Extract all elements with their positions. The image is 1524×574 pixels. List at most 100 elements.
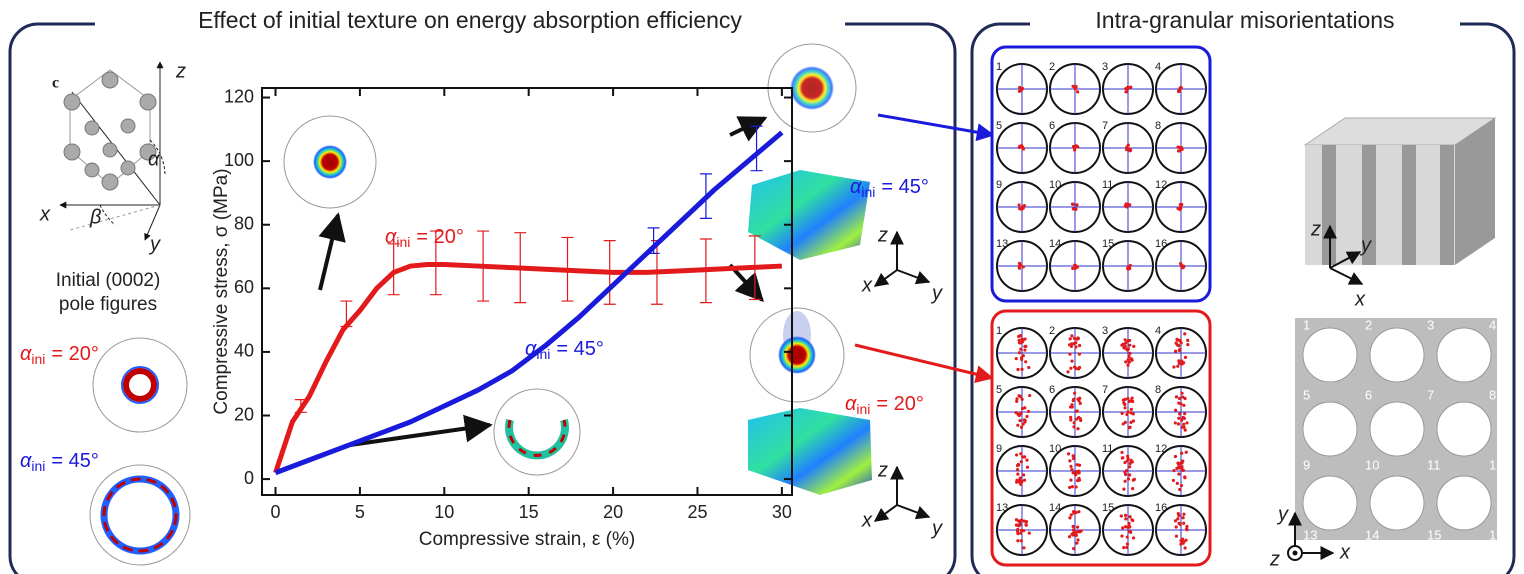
cell-index: 4 bbox=[1489, 317, 1496, 332]
y-tick-label: 80 bbox=[234, 213, 254, 233]
orientation-point bbox=[1185, 524, 1189, 529]
orientation-point bbox=[1077, 510, 1081, 514]
figure-index: 6 bbox=[1049, 384, 1055, 396]
orientation-point bbox=[1022, 478, 1027, 482]
orientation-point bbox=[1178, 487, 1182, 492]
orientation-point bbox=[1123, 338, 1127, 342]
orientation-point bbox=[1183, 428, 1187, 432]
orientation-point bbox=[1066, 452, 1071, 456]
orientation-point bbox=[1174, 408, 1178, 412]
pole-figure bbox=[92, 337, 188, 433]
x-tick-label: 15 bbox=[519, 502, 539, 522]
pore bbox=[1436, 327, 1492, 383]
orientation-point bbox=[1174, 395, 1179, 399]
alpha-label: αini = 45° bbox=[850, 176, 929, 199]
error-bar bbox=[750, 125, 763, 172]
axis-symbol: x bbox=[1339, 541, 1351, 563]
figure-index: 9 bbox=[996, 443, 1002, 455]
orientation-point bbox=[1177, 514, 1181, 518]
cell-index: 12 bbox=[1489, 457, 1503, 472]
orientation-point bbox=[1019, 531, 1023, 535]
orientation-point bbox=[1069, 513, 1073, 517]
orientation-point bbox=[1070, 334, 1074, 338]
orientation-point bbox=[1185, 527, 1189, 531]
orientation-point bbox=[1078, 365, 1082, 370]
orientation-point bbox=[1181, 516, 1185, 520]
cell-index: 14 bbox=[1365, 527, 1379, 542]
orientation-point bbox=[1023, 418, 1027, 422]
orientation-point bbox=[1021, 455, 1025, 459]
orientation-point bbox=[1128, 515, 1132, 519]
error-bar bbox=[340, 300, 353, 328]
orientation-point bbox=[1121, 526, 1125, 530]
error-bar bbox=[748, 235, 761, 301]
orientation-point bbox=[1129, 407, 1133, 411]
orientation-point bbox=[1123, 402, 1127, 407]
orientation-point bbox=[1018, 418, 1022, 423]
figure-index: 4 bbox=[1155, 61, 1161, 73]
orientation-point bbox=[1075, 541, 1079, 545]
alpha-value: = 45° bbox=[556, 338, 603, 360]
error-bar bbox=[561, 236, 574, 302]
orientation-point bbox=[1073, 87, 1077, 91]
orientation-point bbox=[1020, 479, 1024, 484]
orientation-point bbox=[1126, 525, 1130, 529]
orientation-point bbox=[1069, 464, 1073, 469]
orientation-point bbox=[1072, 336, 1077, 340]
orientation-point bbox=[1072, 421, 1076, 425]
orientation-point bbox=[1176, 517, 1180, 521]
orientation-point bbox=[1177, 472, 1181, 476]
orientation-point bbox=[1182, 521, 1186, 525]
figure-index: 2 bbox=[1049, 61, 1055, 73]
figure-index: 8 bbox=[1155, 120, 1161, 132]
figure-index: 14 bbox=[1049, 502, 1061, 514]
axis-symbol: y bbox=[930, 282, 943, 304]
error-bar bbox=[647, 227, 660, 254]
orientation-point bbox=[1180, 362, 1184, 366]
cell-index: 3 bbox=[1427, 317, 1434, 332]
orientation-point bbox=[1021, 422, 1025, 426]
axis-arrow bbox=[896, 504, 931, 520]
orientation-point bbox=[1076, 427, 1080, 431]
orientation-point bbox=[1129, 458, 1133, 462]
orientation-point bbox=[1079, 418, 1083, 423]
orientation-point bbox=[1075, 203, 1079, 207]
arrow bbox=[877, 113, 995, 142]
orientation-point bbox=[1070, 468, 1074, 472]
orientation-point bbox=[1071, 533, 1075, 537]
texture-ring bbox=[123, 368, 157, 402]
alpha-value: = 45° bbox=[881, 176, 928, 198]
orientation-point bbox=[1068, 337, 1072, 341]
y-tick-label: 40 bbox=[234, 341, 254, 361]
orientation-point bbox=[1176, 338, 1180, 342]
texture-blob bbox=[313, 145, 347, 179]
orientation-point bbox=[1183, 546, 1187, 550]
caption: pole figures bbox=[59, 294, 157, 315]
orientation-point bbox=[1177, 396, 1182, 401]
orientation-point bbox=[1025, 458, 1029, 462]
alpha-value: = 20° bbox=[51, 343, 98, 365]
orientation-point bbox=[1024, 344, 1028, 349]
orientation-point bbox=[1177, 343, 1181, 348]
orientation-point bbox=[1016, 472, 1020, 476]
orientation-point bbox=[1131, 487, 1135, 491]
orientation-point bbox=[1131, 518, 1135, 523]
orientation-point bbox=[1070, 403, 1074, 407]
orientation-point bbox=[1131, 536, 1136, 540]
orientation-point bbox=[1171, 478, 1175, 483]
orientation-point bbox=[1023, 348, 1027, 352]
orientation-point bbox=[1074, 345, 1078, 349]
orientation-point bbox=[1016, 367, 1020, 372]
orientation-point bbox=[1071, 144, 1076, 149]
orientation-point bbox=[1069, 415, 1073, 419]
y-tick-label: 100 bbox=[224, 150, 254, 170]
orientation-point bbox=[1073, 391, 1077, 395]
orientation-point bbox=[1015, 463, 1020, 468]
caption: Initial (0002) bbox=[56, 270, 161, 291]
error-bar bbox=[603, 240, 616, 305]
y-tick-label: 120 bbox=[224, 86, 254, 106]
orientation-point bbox=[1073, 148, 1077, 152]
alpha-subscript: ini bbox=[396, 234, 410, 250]
orientation-point bbox=[1178, 338, 1182, 342]
orientation-point bbox=[1015, 453, 1019, 457]
